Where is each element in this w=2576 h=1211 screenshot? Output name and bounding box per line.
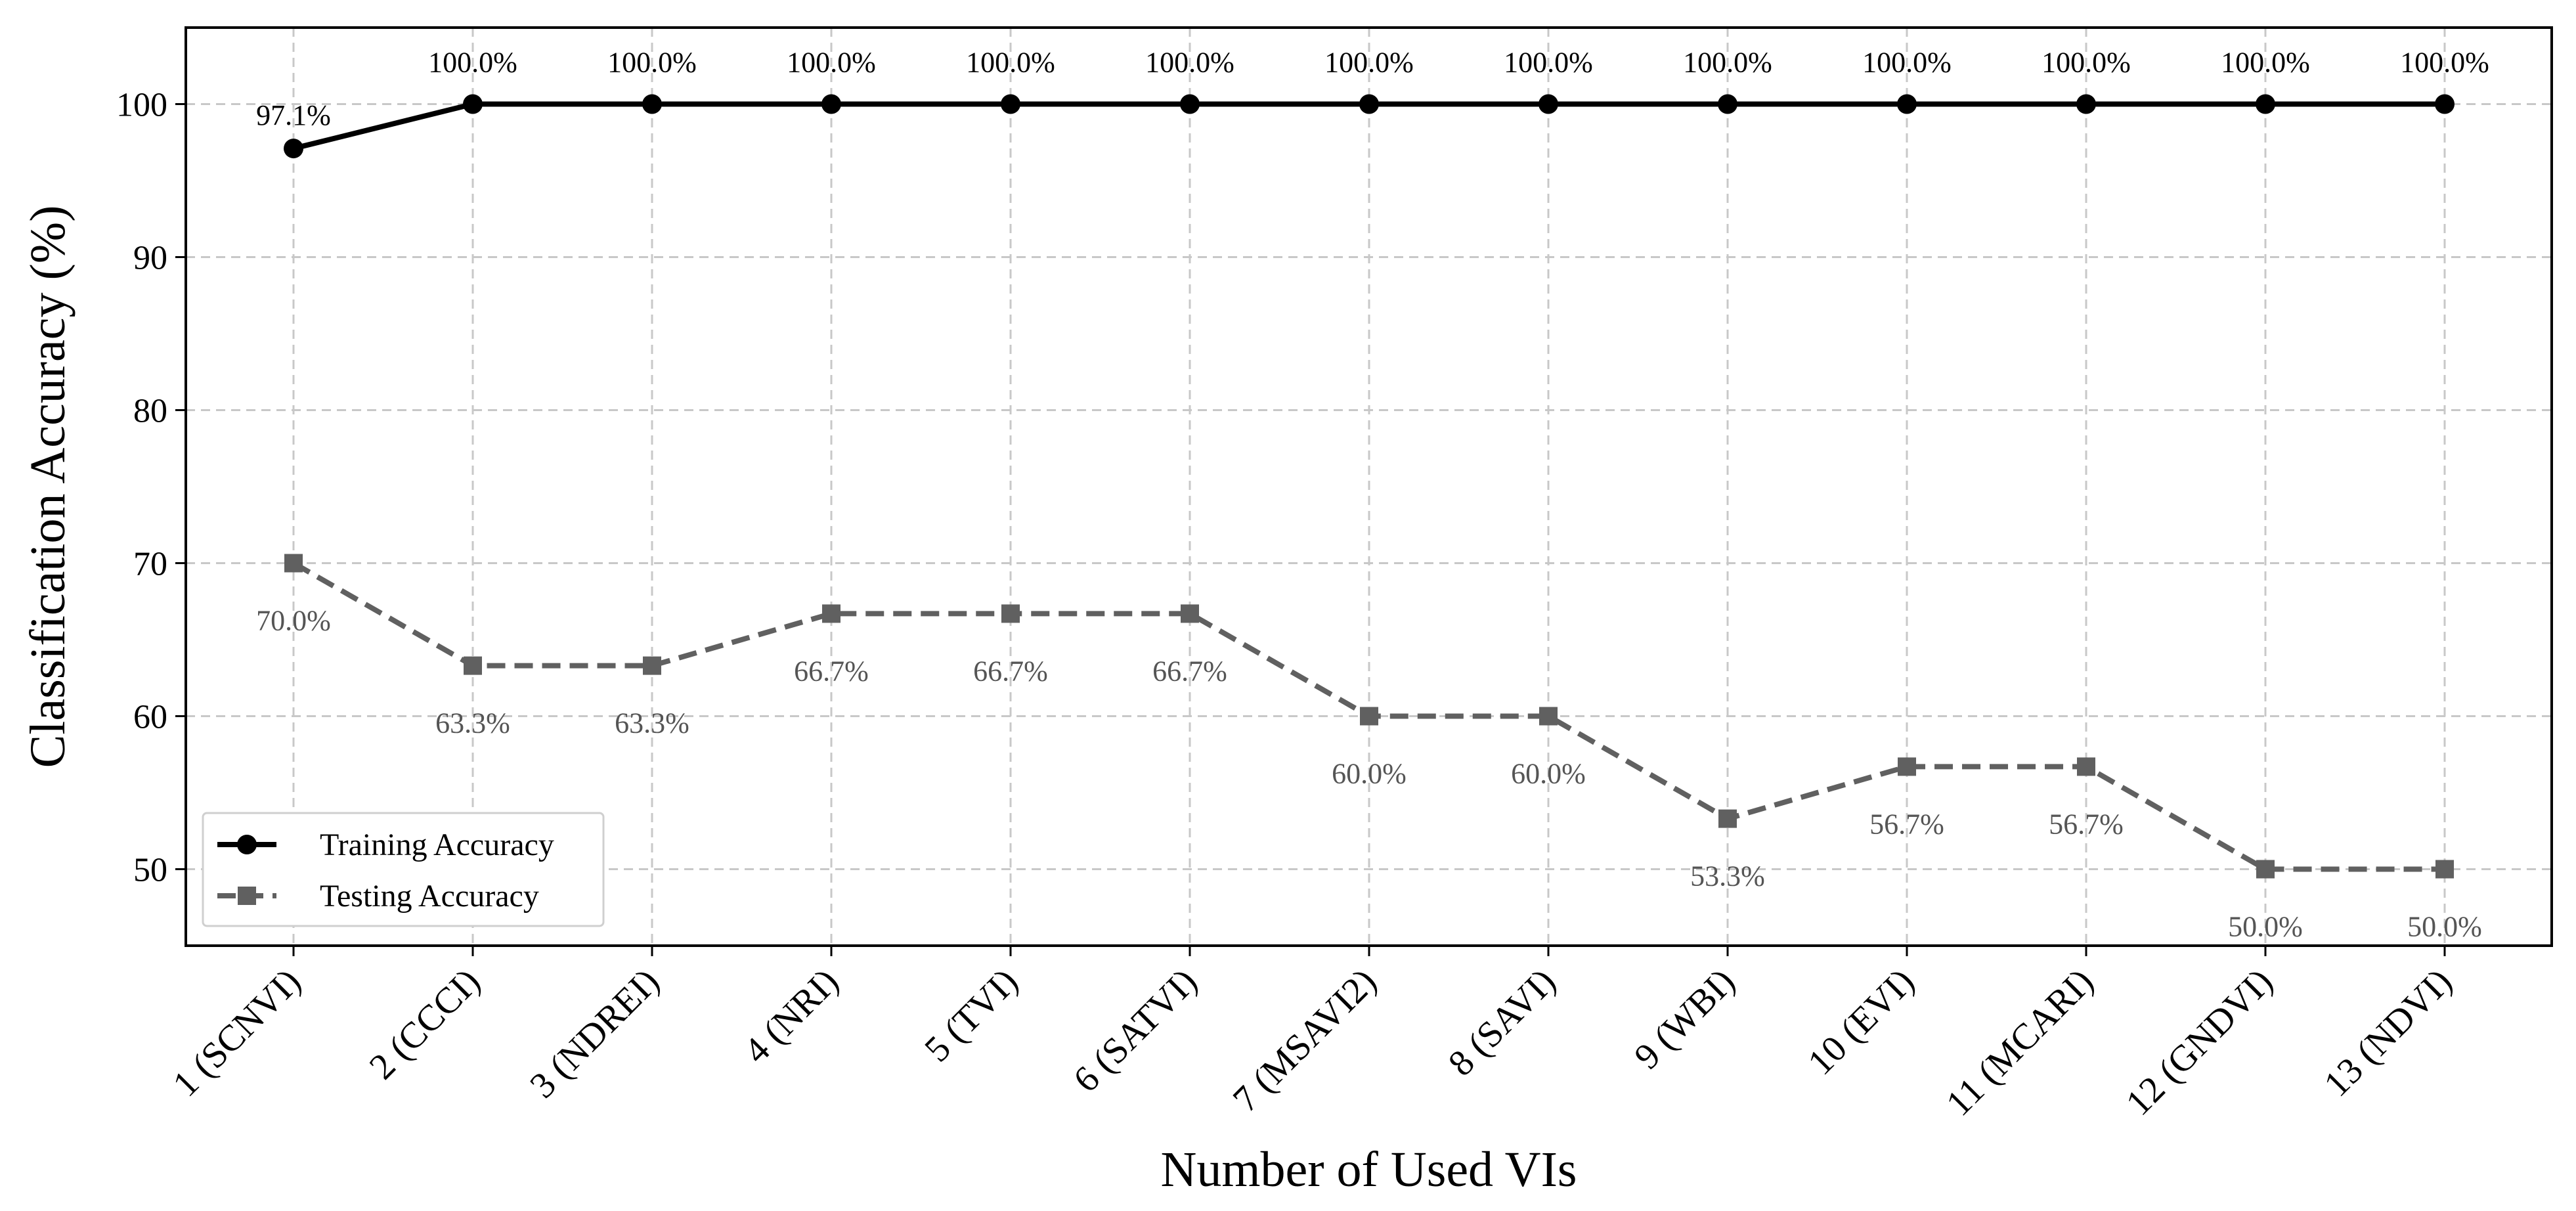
testing-data-label: 66.7% xyxy=(794,655,869,687)
legend-marker-training xyxy=(237,835,257,854)
testing-accuracy-point xyxy=(1181,604,1199,623)
training-accuracy-point xyxy=(1897,94,1917,114)
training-data-label: 97.1% xyxy=(256,99,331,131)
training-accuracy-point xyxy=(1718,94,1737,114)
training-data-label: 100.0% xyxy=(2400,47,2489,79)
training-accuracy-point xyxy=(463,94,483,114)
training-data-label: 100.0% xyxy=(428,47,517,79)
legend: Training Accuracy Testing Accuracy xyxy=(202,812,605,927)
training-data-label: 100.0% xyxy=(2221,47,2310,79)
training-data-label: 100.0% xyxy=(787,47,876,79)
training-accuracy-point xyxy=(821,94,841,114)
training-accuracy-point xyxy=(1539,94,1558,114)
series-layer xyxy=(284,94,2455,879)
legend-label-testing: Testing Accuracy xyxy=(320,879,539,914)
testing-accuracy-point xyxy=(1718,809,1737,828)
training-data-label: 100.0% xyxy=(607,47,697,79)
testing-data-label: 53.3% xyxy=(1690,860,1765,892)
training-data-label: 100.0% xyxy=(2041,47,2131,79)
x-axis-title: Number of Used VIs xyxy=(1161,1142,1577,1197)
testing-accuracy-point xyxy=(643,656,661,675)
testing-accuracy-point xyxy=(2256,860,2275,879)
training-accuracy-point xyxy=(1001,94,1020,114)
training-data-label: 100.0% xyxy=(1324,47,1414,79)
y-tick-label: 100 xyxy=(116,87,167,124)
training-data-label: 100.0% xyxy=(966,47,1055,79)
testing-accuracy-point xyxy=(2435,860,2454,879)
testing-accuracy-point xyxy=(2077,757,2095,776)
testing-data-label: 70.0% xyxy=(256,605,331,637)
y-axis-title: Classification Accuracy (%) xyxy=(20,206,76,768)
training-accuracy-point xyxy=(284,139,303,159)
testing-data-label: 63.3% xyxy=(435,707,510,739)
y-tick-label: 60 xyxy=(133,699,167,736)
training-accuracy-point xyxy=(1359,94,1379,114)
training-data-label: 100.0% xyxy=(1145,47,1234,79)
testing-data-label: 56.7% xyxy=(2049,808,2124,840)
testing-data-label: 66.7% xyxy=(973,655,1048,687)
y-tick-label: 70 xyxy=(133,546,167,583)
legend-box xyxy=(202,812,605,927)
testing-accuracy-point xyxy=(464,656,482,675)
training-accuracy-point xyxy=(2256,94,2275,114)
testing-data-label: 66.7% xyxy=(1152,655,1227,687)
data-labels: 97.1% 100.0% 100.0% 100.0% 100.0% 100.0% 100.0… xyxy=(256,47,2489,943)
y-tick-label: 90 xyxy=(133,240,167,277)
legend-marker-testing xyxy=(238,887,256,905)
training-data-label: 100.0% xyxy=(1504,47,1593,79)
training-accuracy-point xyxy=(2076,94,2096,114)
testing-accuracy-point xyxy=(284,554,303,573)
training-accuracy-point xyxy=(2435,94,2455,114)
training-accuracy-point xyxy=(642,94,662,114)
y-tick-label: 50 xyxy=(133,852,167,889)
testing-data-label: 50.0% xyxy=(2228,911,2303,943)
y-tick-label: 80 xyxy=(133,393,167,430)
legend-label-training: Training Accuracy xyxy=(320,827,554,862)
testing-accuracy-point xyxy=(822,604,840,623)
training-data-label: 100.0% xyxy=(1683,47,1772,79)
training-accuracy-point xyxy=(1180,94,1200,114)
testing-data-label: 50.0% xyxy=(2407,911,2482,943)
testing-accuracy-point xyxy=(1539,707,1558,726)
testing-data-label: 56.7% xyxy=(1869,808,1944,840)
testing-data-label: 60.0% xyxy=(1511,758,1586,790)
testing-data-label: 63.3% xyxy=(615,707,689,739)
testing-accuracy-point xyxy=(1360,707,1378,726)
training-data-label: 100.0% xyxy=(1862,47,1952,79)
testing-data-label: 60.0% xyxy=(1332,758,1407,790)
testing-accuracy-point xyxy=(1898,757,1916,776)
testing-accuracy-point xyxy=(1001,604,1020,623)
